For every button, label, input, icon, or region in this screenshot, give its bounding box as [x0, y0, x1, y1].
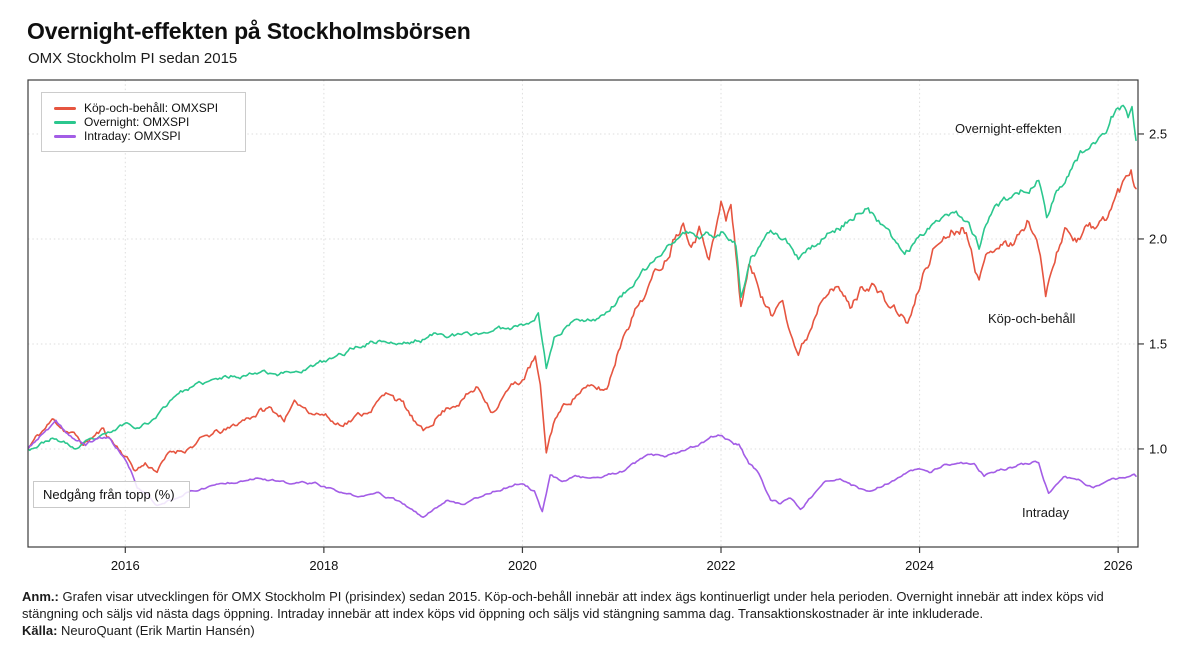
legend-item-buyhold: Köp-och-behåll: OMXSPI — [54, 101, 245, 115]
legend-item-overnight: Overnight: OMXSPI — [54, 115, 245, 129]
x-tick-label-2016: 2016 — [111, 558, 140, 573]
series-line-intraday — [28, 419, 1137, 518]
footnote-line-2: stängning och säljs vid nästa dags öppni… — [22, 606, 984, 621]
annotation-kop-och-behall: Köp-och-behåll — [988, 311, 1076, 326]
legend-swatch-intraday — [54, 134, 76, 138]
footnote: Anm.: Grafen visar utvecklingen för OMX … — [22, 588, 1174, 639]
series-line-buyhold — [28, 169, 1137, 474]
x-tick-label-2018: 2018 — [309, 558, 338, 573]
footnote-line-1: Anm.: Grafen visar utvecklingen för OMX … — [22, 588, 1174, 605]
page-title: Overnight-effekten på Stockholmsbörsen — [27, 18, 471, 44]
x-tick-label-2020: 2020 — [508, 558, 537, 573]
annotation-overnight-effekten: Overnight-effekten — [955, 121, 1062, 136]
y-tick-label-2.0: 2.0 — [1149, 231, 1167, 246]
y-tick-label-1.0: 1.0 — [1149, 441, 1167, 456]
plot-frame — [27, 79, 1139, 548]
legend-swatch-overnight — [54, 120, 76, 124]
annotation-intraday: Intraday — [1022, 505, 1069, 520]
x-tick-label-2022: 2022 — [707, 558, 736, 573]
footnote-anm-label: Anm.: — [22, 589, 59, 604]
page-subtitle: OMX Stockholm PI sedan 2015 — [28, 50, 238, 67]
x-tick-label-2024: 2024 — [905, 558, 934, 573]
legend-item-intraday: Intraday: OMXSPI — [54, 129, 245, 143]
footnote-source-label: Källa: — [22, 623, 58, 638]
x-tick-label-2026: 2026 — [1104, 558, 1133, 573]
footnote-source-line: Källa: NeuroQuant (Erik Martin Hansén) — [22, 622, 1174, 639]
y-tick-label-1.5: 1.5 — [1149, 336, 1167, 351]
series-line-overnight — [28, 104, 1137, 452]
footnote-source-text: NeuroQuant (Erik Martin Hansén) — [61, 623, 255, 638]
y-tick-label-2.5: 2.5 — [1149, 126, 1167, 141]
drawdown-label-box: Nedgång från topp (%) — [33, 481, 190, 508]
legend-label-buyhold: Köp-och-behåll: OMXSPI — [84, 101, 219, 115]
legend-label-overnight: Overnight: OMXSPI — [84, 115, 190, 129]
footnote-anm-text: Grafen visar utvecklingen för OMX Stockh… — [62, 589, 1104, 604]
legend-swatch-buyhold — [54, 106, 76, 110]
legend-label-intraday: Intraday: OMXSPI — [84, 129, 181, 143]
chart-legend: Köp-och-behåll: OMXSPI Overnight: OMXSPI… — [41, 92, 246, 152]
